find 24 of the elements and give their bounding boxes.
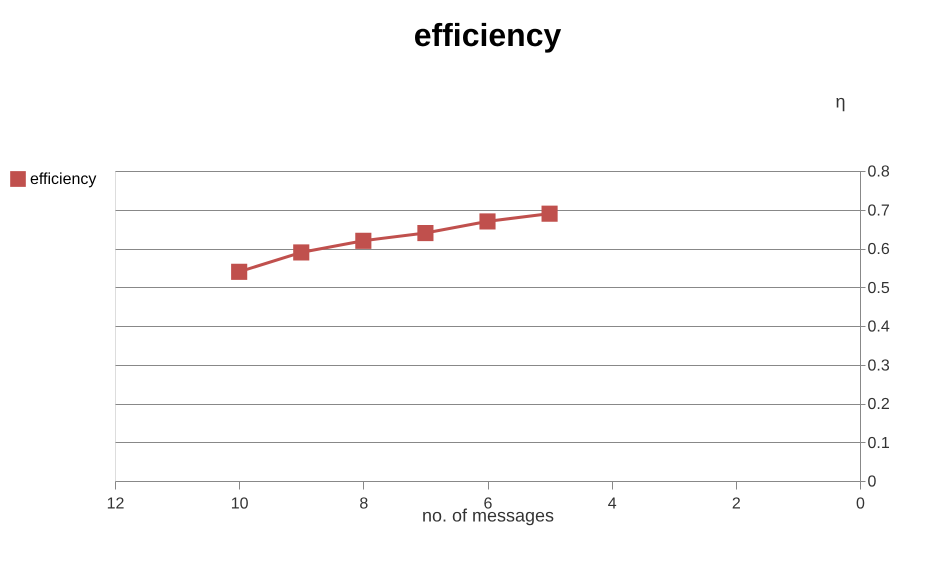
y-tick-label: 0.6 xyxy=(868,241,890,258)
x-tick-label: 12 xyxy=(106,496,124,512)
point xyxy=(479,213,496,230)
y-tick-label: 0.4 xyxy=(868,318,890,336)
y-axis-title: η xyxy=(835,92,846,112)
y-tick-label: 0.8 xyxy=(868,164,890,180)
point xyxy=(355,232,372,249)
point xyxy=(231,264,248,280)
y-tick-label: 0 xyxy=(868,474,876,490)
y-tick-label: 0.2 xyxy=(868,396,890,413)
x-tick-label: 0 xyxy=(856,496,866,512)
x-tick-label: 2 xyxy=(732,496,741,512)
y-tick-label: 0.1 xyxy=(868,434,890,452)
x-tick-label: 10 xyxy=(230,496,249,512)
y-tick-label: 0.5 xyxy=(868,280,890,297)
y-tick-label: 0.3 xyxy=(868,357,890,374)
legend-label: efficiency xyxy=(30,171,96,188)
point xyxy=(417,224,434,242)
y-tick-label: 0.7 xyxy=(868,202,890,220)
point xyxy=(542,206,558,222)
chart-title: efficiency xyxy=(414,17,562,53)
x-tick-label: 4 xyxy=(608,496,617,512)
point xyxy=(293,244,310,260)
x-tick-label: 8 xyxy=(359,496,368,512)
